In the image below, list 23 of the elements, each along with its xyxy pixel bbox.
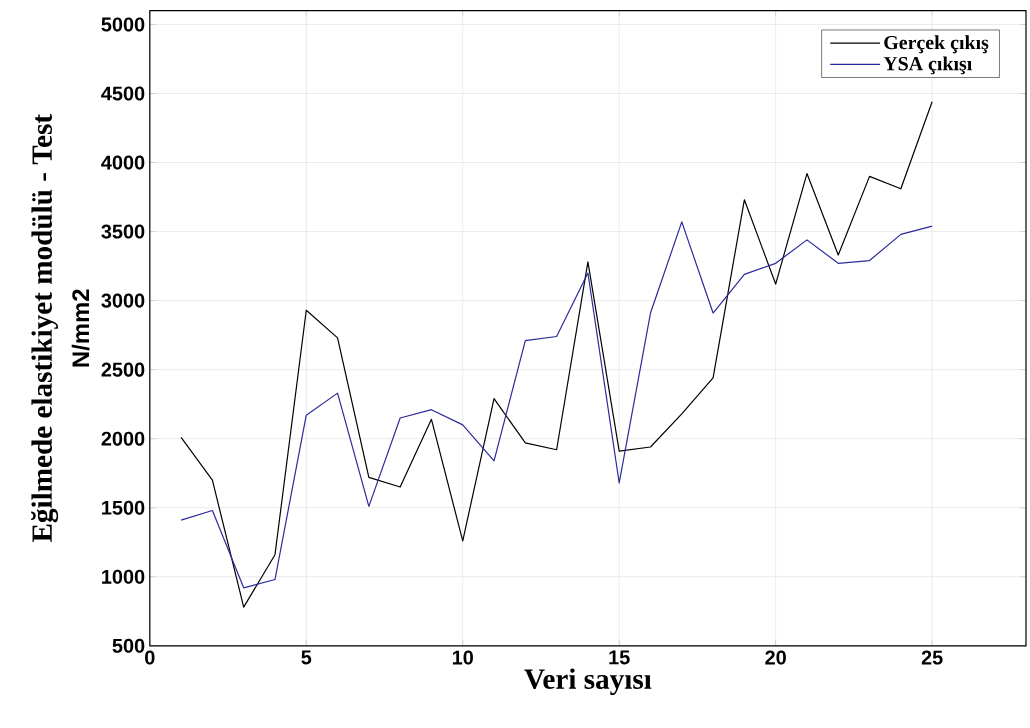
y-tick-label: 500 — [112, 638, 145, 653]
y-tick-label: 1500 — [102, 500, 145, 515]
y-axis-title: Eğilmede elastikiyet modülü - Test — [31, 113, 59, 542]
y-tick-label: 3000 — [101, 293, 145, 308]
x-tick-label: 0 — [145, 650, 155, 665]
legend-label: Gerçek çıkış — [884, 35, 989, 53]
legend-label: YSA çıkışı — [883, 56, 972, 75]
y-tick-label: 3500 — [101, 224, 145, 239]
line-series — [180, 221, 933, 589]
x-tick-label: 20 — [765, 650, 786, 665]
y-tick-label: 2000 — [101, 431, 145, 446]
y-tick-label: 4500 — [101, 86, 145, 101]
x-tick-label: 15 — [609, 650, 630, 665]
y-tick-label: 1000 — [102, 569, 145, 584]
y-tick-label: 4000 — [101, 155, 145, 170]
x-axis-title: Veri sayısı — [524, 668, 652, 695]
text: N/mm2 — [71, 289, 90, 367]
y-tick-label: 2500 — [101, 362, 145, 377]
x-tick-label: 5 — [301, 650, 312, 665]
y-tick-label: 5000 — [101, 17, 145, 32]
x-tick-label: 10 — [452, 650, 473, 665]
line-series — [180, 101, 933, 608]
x-tick-label: 25 — [921, 650, 943, 665]
